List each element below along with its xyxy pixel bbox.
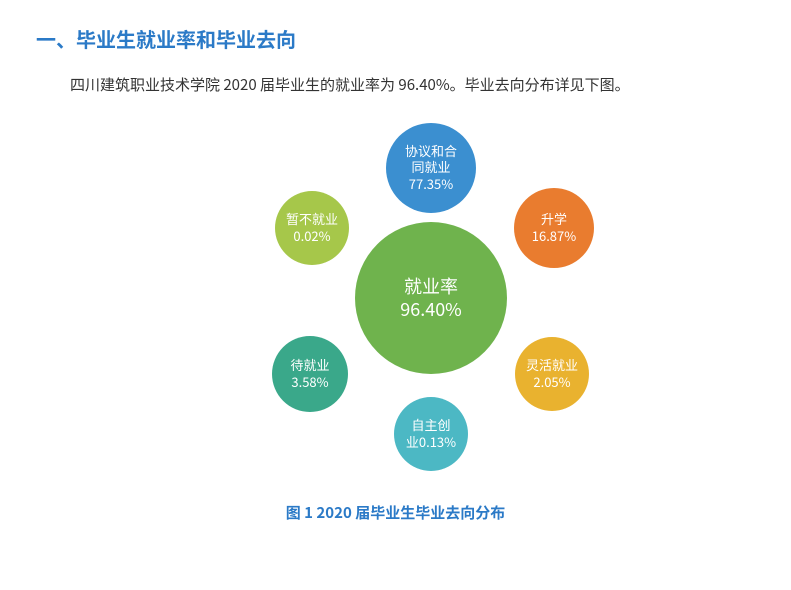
bubble: 协议和合 同就业77.35% xyxy=(386,123,476,213)
bubble-value: 16.87% xyxy=(532,228,576,244)
bubble-label: 灵活就业 xyxy=(526,357,578,373)
center-bubble: 就业率96.40% xyxy=(355,222,507,374)
bubble-label: 就业率 xyxy=(404,275,458,298)
intro-paragraph: 四川建筑职业技术学院 2020 届毕业生的就业率为 96.40%。毕业去向分布详… xyxy=(40,71,751,100)
bubble-label: 升学 xyxy=(541,211,567,227)
bubble: 暂不就业0.02% xyxy=(275,191,349,265)
bubble-value: 96.40% xyxy=(400,298,462,321)
bubble: 升学16.87% xyxy=(514,188,594,268)
bubble-label: 暂不就业 xyxy=(286,211,338,227)
section-heading: 一、毕业生就业率和毕业去向 xyxy=(36,24,755,53)
bubble-label: 自主创 xyxy=(411,417,450,433)
page: 一、毕业生就业率和毕业去向 四川建筑职业技术学院 2020 届毕业生的就业率为 … xyxy=(0,0,791,590)
bubble-value: 77.35% xyxy=(409,176,453,192)
bubble: 待就业3.58% xyxy=(272,336,348,412)
bubble-value: 业0.13% xyxy=(406,434,456,450)
bubble-value: 0.02% xyxy=(293,228,330,244)
bubble-value: 2.05% xyxy=(533,374,570,390)
bubble-label: 待就业 xyxy=(290,357,329,373)
employment-chart: 就业率96.40%协议和合 同就业77.35%升学16.87%灵活就业2.05%… xyxy=(36,108,755,488)
figure-caption: 图 1 2020 届毕业生毕业去向分布 xyxy=(36,502,755,523)
bubble-label: 协议和合 同就业 xyxy=(405,143,457,176)
bubble: 灵活就业2.05% xyxy=(515,337,589,411)
bubble: 自主创业0.13% xyxy=(394,397,468,471)
bubble-value: 3.58% xyxy=(291,374,328,390)
